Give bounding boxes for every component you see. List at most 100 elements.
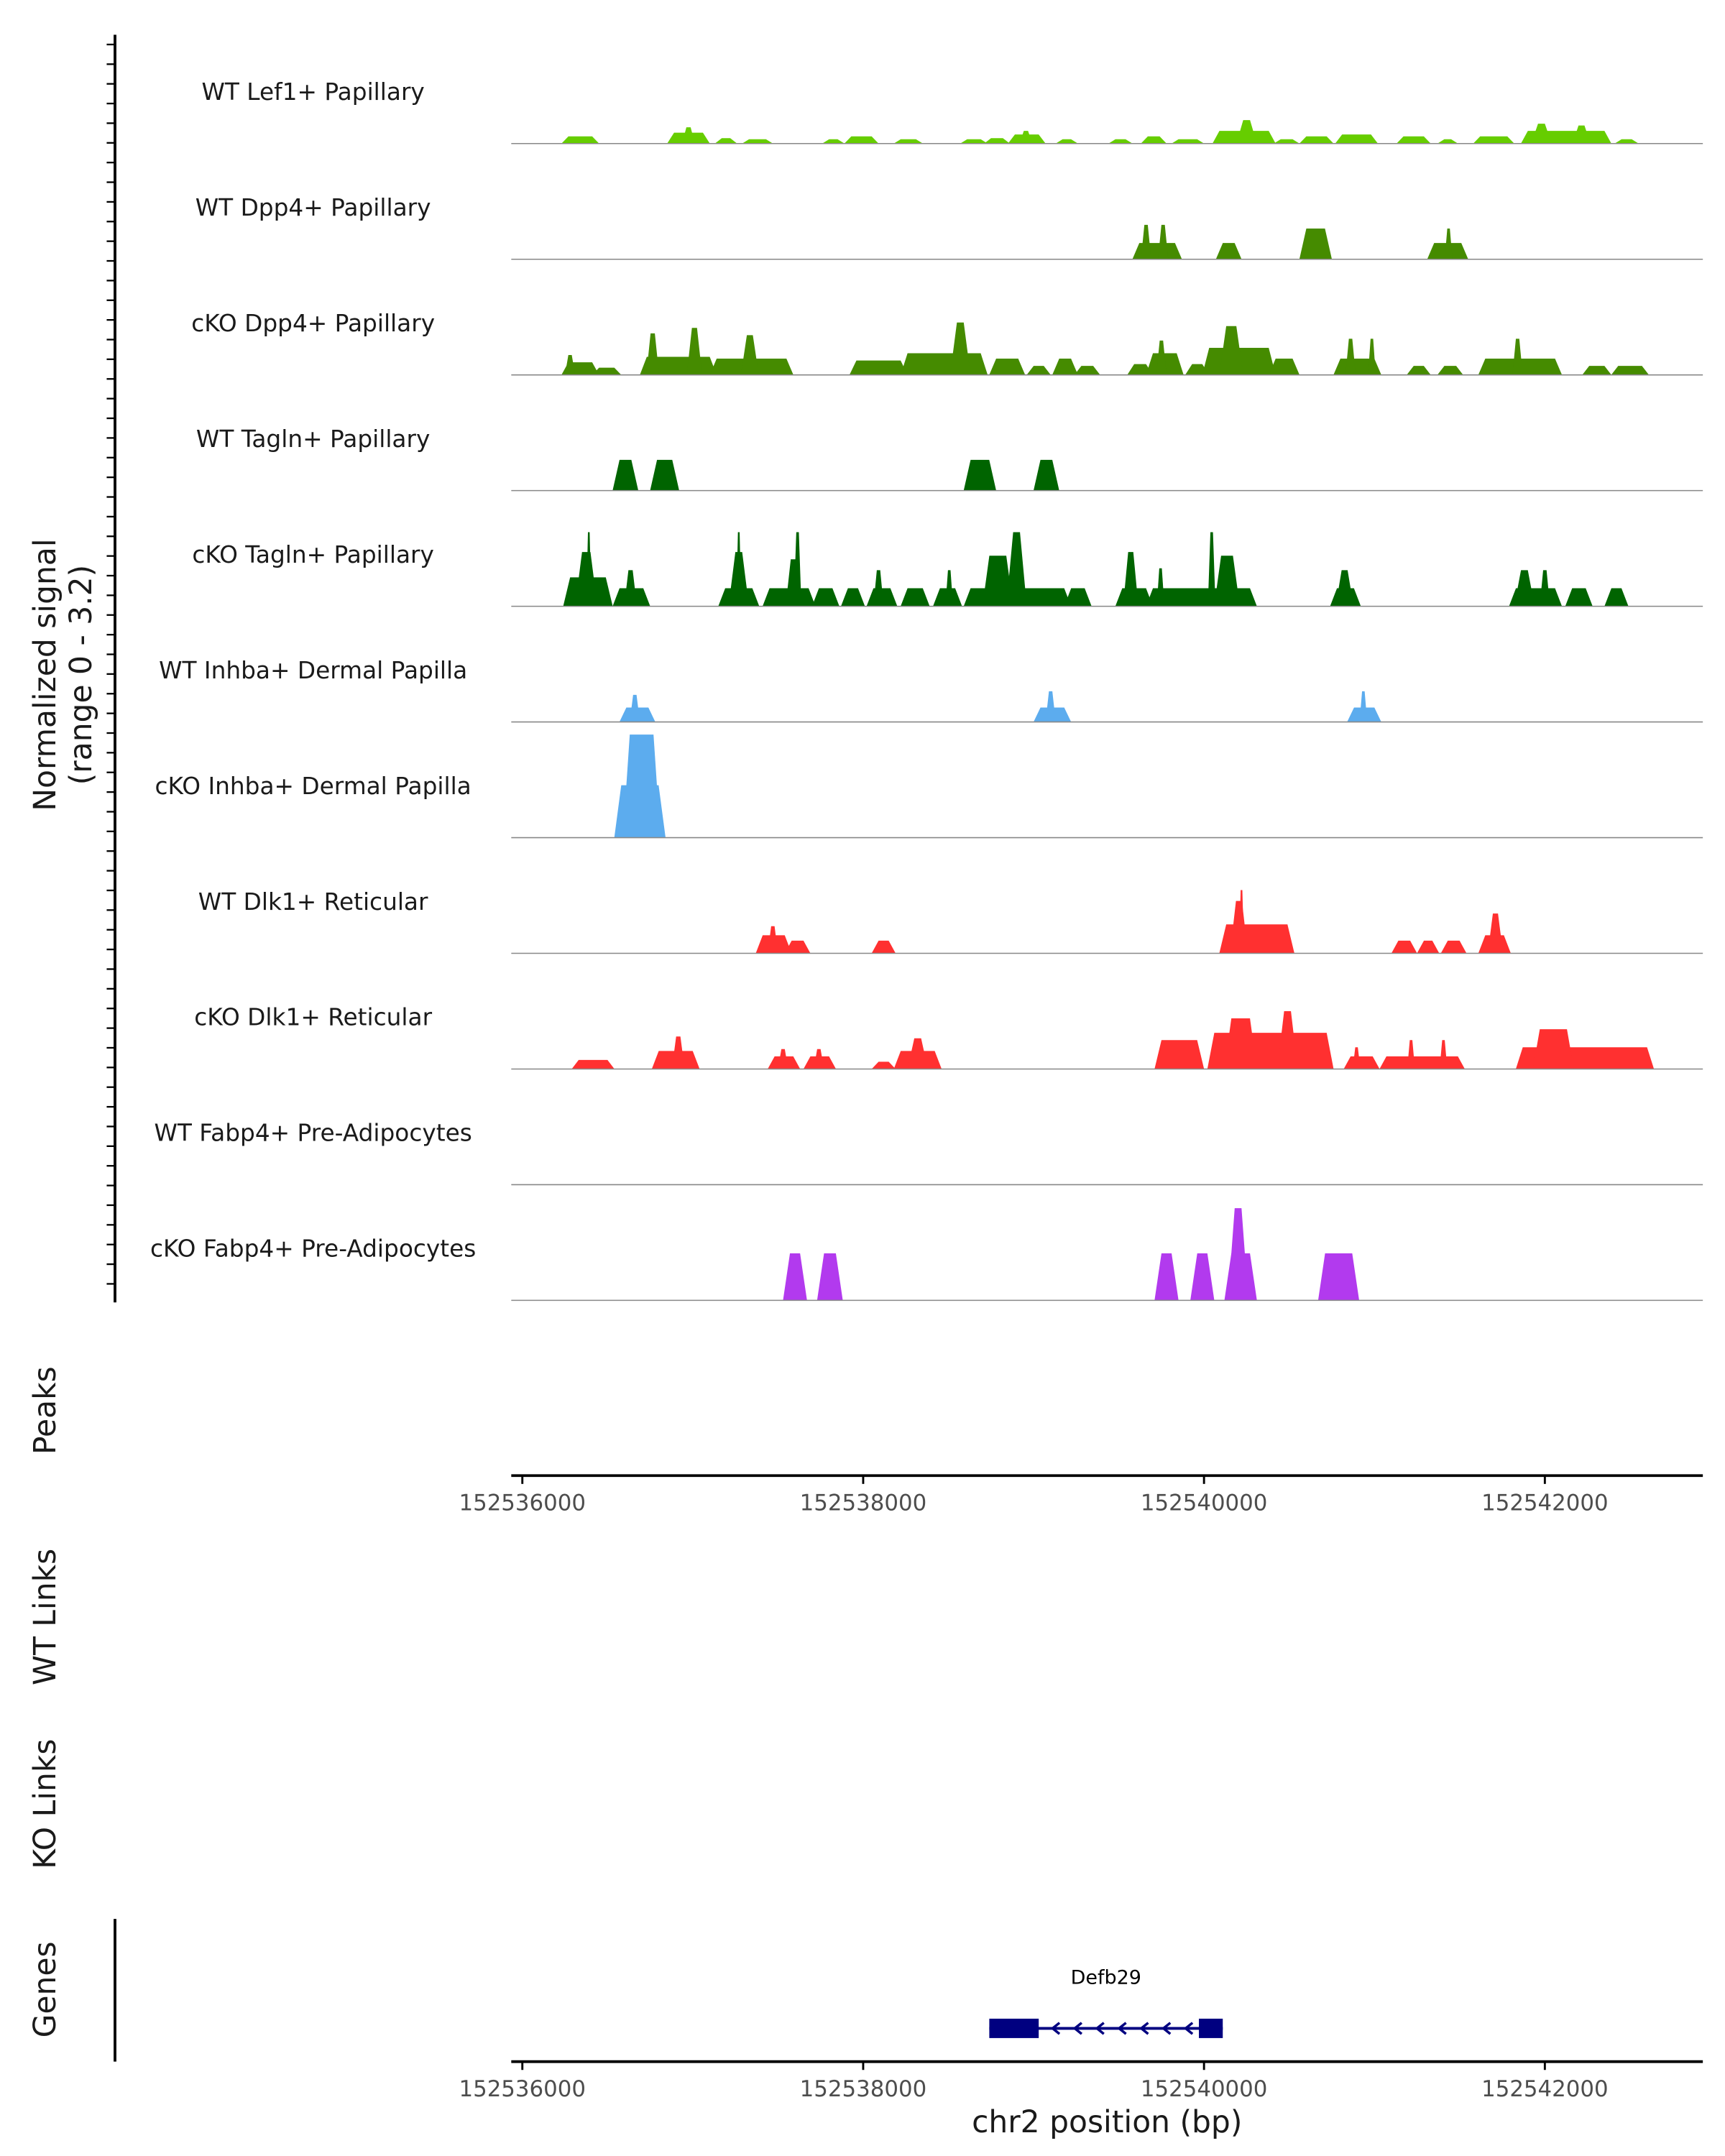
x-axis-genes: 152536000 152538000 152540000 152542000 bbox=[459, 2060, 1703, 2102]
signal-block bbox=[1335, 570, 1354, 607]
x-tick-label: 152538000 bbox=[800, 2076, 927, 2102]
signal-block bbox=[1026, 366, 1051, 375]
signal-block bbox=[1045, 691, 1056, 722]
signal-block bbox=[714, 138, 737, 144]
signal-block bbox=[871, 940, 896, 954]
gene-track: Defb29 bbox=[989, 1967, 1223, 2038]
x-tick-label: 152536000 bbox=[459, 1490, 586, 1516]
gene-exon bbox=[1199, 2018, 1223, 2038]
signal-block bbox=[1208, 532, 1216, 607]
x-tick-label: 152540000 bbox=[1141, 2076, 1268, 2102]
x-tick-label: 152538000 bbox=[800, 1490, 927, 1516]
strand-arrow-icon bbox=[1161, 2022, 1172, 2035]
signal-block bbox=[907, 1038, 929, 1069]
track-4: cKO Tagln+ Papillary bbox=[192, 532, 1703, 607]
signal-block bbox=[671, 1036, 685, 1069]
signal-block bbox=[816, 1253, 843, 1301]
track-label: WT Tagln+ Papillary bbox=[196, 425, 430, 453]
signal-block bbox=[612, 459, 639, 491]
signal-block bbox=[1407, 1040, 1415, 1069]
signal-block bbox=[1437, 366, 1463, 375]
signal-block bbox=[1269, 359, 1300, 375]
signal-block bbox=[1052, 359, 1078, 375]
signal-block bbox=[949, 322, 971, 375]
peaks-panel-label: Peaks bbox=[27, 1366, 63, 1455]
signal-block bbox=[1440, 940, 1467, 954]
signal-block bbox=[1299, 136, 1334, 144]
signal-block bbox=[1512, 338, 1523, 375]
signal-block bbox=[822, 139, 845, 144]
signal-block bbox=[989, 359, 1026, 375]
x-axis-title: chr2 position (bp) bbox=[972, 2104, 1242, 2139]
signal-block bbox=[1359, 691, 1368, 722]
track-7: WT Dlk1+ Reticular bbox=[198, 888, 1703, 954]
signal-block bbox=[984, 138, 1010, 144]
x-tick-label: 152542000 bbox=[1481, 2076, 1609, 2102]
strand-arrow-icon bbox=[1095, 2022, 1105, 2035]
signal-block bbox=[1611, 366, 1650, 375]
signal-block bbox=[1141, 224, 1151, 259]
signal-block bbox=[1353, 1047, 1361, 1069]
signal-block bbox=[1565, 588, 1593, 607]
track-label: WT Dlk1+ Reticular bbox=[198, 888, 428, 916]
signal-block bbox=[682, 127, 695, 144]
signal-block bbox=[1127, 364, 1154, 375]
signal-block bbox=[794, 532, 801, 607]
signal-block bbox=[1514, 570, 1535, 607]
signal-block bbox=[1439, 1040, 1448, 1069]
signal-block bbox=[963, 459, 996, 491]
signal-block bbox=[1391, 940, 1417, 954]
signal-block bbox=[1317, 1253, 1359, 1301]
x-tick-label: 152536000 bbox=[459, 2076, 586, 2102]
signal-block bbox=[1614, 139, 1639, 144]
signal-block bbox=[1228, 1208, 1248, 1301]
track-9: WT Fabp4+ Pre-Adipocytes bbox=[154, 1120, 1703, 1186]
signal-block bbox=[1397, 136, 1431, 144]
y-axis-subtitle: (range 0 - 3.2) bbox=[63, 565, 98, 785]
signal-block bbox=[1604, 588, 1629, 607]
track-label: cKO Dpp4+ Papillary bbox=[191, 310, 435, 337]
signal-block bbox=[1236, 120, 1257, 144]
signal-block bbox=[575, 552, 598, 607]
track-0: WT Lef1+ Papillary bbox=[201, 78, 1703, 144]
track-10: cKO Fabp4+ Pre-Adipocytes bbox=[150, 1208, 1703, 1302]
signal-block bbox=[1343, 1056, 1380, 1069]
signal-block bbox=[1335, 134, 1379, 144]
signal-block bbox=[1154, 1253, 1179, 1301]
signal-block bbox=[901, 588, 930, 607]
signal-block bbox=[1132, 243, 1182, 259]
signal-block bbox=[1224, 1018, 1257, 1069]
tracks: WT Lef1+ Papillary WT Dpp4+ Papillary cKO … bbox=[150, 78, 1703, 1302]
signal-block bbox=[736, 532, 742, 607]
x-tick-label: 152540000 bbox=[1141, 1490, 1268, 1516]
track-label: WT Lef1+ Papillary bbox=[201, 78, 424, 106]
signal-block bbox=[624, 570, 638, 607]
track-label: cKO Dlk1+ Reticular bbox=[194, 1004, 432, 1031]
signal-block bbox=[1055, 139, 1078, 144]
signal-block bbox=[1219, 326, 1243, 375]
track-label: WT Inhba+ Dermal Papilla bbox=[159, 657, 467, 684]
y-axis-title: Normalized signal bbox=[27, 538, 63, 811]
signal-block bbox=[1064, 588, 1092, 607]
signal-block bbox=[646, 333, 660, 375]
track-label: WT Fabp4+ Pre-Adipocytes bbox=[154, 1120, 472, 1147]
signal-block bbox=[778, 1049, 788, 1069]
signal-block bbox=[1215, 243, 1242, 259]
track-label: WT Dpp4+ Papillary bbox=[196, 194, 431, 221]
signal-block bbox=[561, 136, 599, 144]
signal-block bbox=[1379, 1056, 1465, 1069]
signal-block bbox=[871, 1061, 896, 1069]
signal-block bbox=[1154, 1040, 1205, 1069]
signal-block bbox=[1141, 136, 1167, 144]
track-label: cKO Tagln+ Papillary bbox=[192, 541, 434, 568]
gene-exon bbox=[989, 2018, 1039, 2038]
signal-block bbox=[1417, 940, 1440, 954]
ko-links-panel-label: KO Links bbox=[27, 1739, 63, 1869]
signal-block bbox=[1582, 366, 1611, 375]
track-5: WT Inhba+ Dermal Papilla bbox=[159, 657, 1703, 723]
signal-block bbox=[1214, 556, 1241, 607]
wt-links-panel-label: WT Links bbox=[27, 1549, 63, 1685]
signal-block bbox=[1345, 338, 1356, 375]
signal-block bbox=[783, 1253, 807, 1301]
